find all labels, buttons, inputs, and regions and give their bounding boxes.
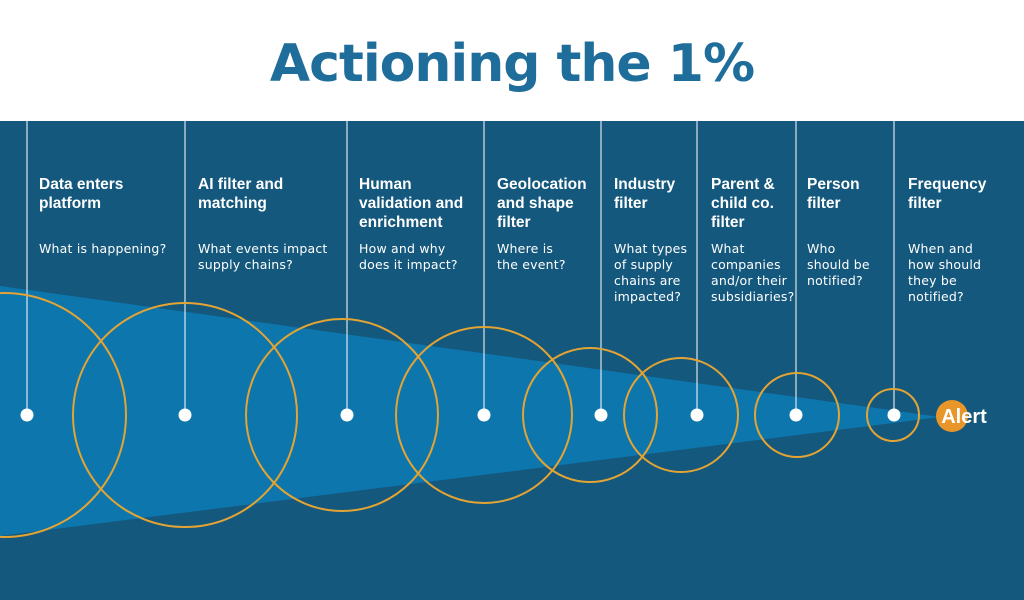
step-label-group: AI filter and matching What events impact… bbox=[198, 175, 327, 272]
step-title: Industry filter bbox=[614, 176, 676, 212]
step-marker bbox=[887, 408, 901, 422]
step-label-group: Industry filter What types of supply chai… bbox=[614, 175, 687, 304]
filter-circle bbox=[395, 326, 573, 504]
step-description: How and why does it impact? bbox=[359, 241, 458, 272]
funnel-diagram: Alert bbox=[0, 121, 987, 538]
filter-circle bbox=[866, 388, 920, 442]
step-title: Human validation and enrichment bbox=[359, 176, 464, 231]
step-label-group: Human validation and enrichment How and w… bbox=[359, 175, 464, 272]
filter-circle bbox=[245, 318, 439, 512]
step-description: What is happening? bbox=[39, 241, 167, 256]
filter-circle bbox=[72, 302, 298, 528]
step-label-group: Frequency filter When and how should they… bbox=[908, 175, 987, 304]
step-marker bbox=[178, 408, 192, 422]
funnel-shape bbox=[0, 286, 940, 536]
step-marker bbox=[789, 408, 803, 422]
step-description: What companies and/or their subsidiaries… bbox=[711, 241, 795, 304]
step-title: Parent & child co. filter bbox=[711, 176, 775, 231]
step-lines bbox=[26, 121, 895, 415]
alert-endpoint: Alert bbox=[936, 400, 987, 432]
step-description: Where is the event? bbox=[497, 241, 566, 272]
step-label-group: Parent & child co. filter What companies … bbox=[711, 175, 794, 304]
step-markers bbox=[20, 408, 901, 422]
step-title: Geolocation and shape filter bbox=[497, 176, 587, 231]
filter-circle bbox=[623, 357, 739, 473]
funnel-diagram-panel: Alert Data enters platform What is happen… bbox=[0, 121, 1024, 600]
alert-badge-icon bbox=[936, 400, 968, 432]
step-title: Frequency filter bbox=[908, 176, 987, 212]
step-description: What types of supply chains are impacted… bbox=[614, 241, 688, 304]
step-title: Person filter bbox=[807, 176, 860, 212]
step-description: When and how should they be notified? bbox=[908, 241, 982, 304]
step-title: AI filter and matching bbox=[198, 176, 284, 212]
step-label-group: Person filter Who should be notified? bbox=[807, 175, 870, 288]
filter-circles bbox=[0, 292, 920, 538]
step-label-group: Data enters platform What is happening? bbox=[39, 175, 166, 256]
step-marker bbox=[594, 408, 608, 422]
step-label-group: Geolocation and shape filter Where is the… bbox=[497, 175, 587, 272]
step-description: What events impact supply chains? bbox=[198, 241, 328, 272]
alert-label: Alert bbox=[941, 406, 987, 428]
title-bar: Actioning the 1% bbox=[0, 0, 1024, 121]
step-marker bbox=[20, 408, 34, 422]
step-marker bbox=[340, 408, 354, 422]
step-title: Data enters platform bbox=[39, 176, 124, 212]
filter-circle bbox=[754, 372, 840, 458]
filter-circle bbox=[522, 347, 658, 483]
filter-circle bbox=[0, 292, 127, 538]
step-marker bbox=[690, 408, 704, 422]
step-description: Who should be notified? bbox=[807, 241, 870, 288]
page-title: Actioning the 1% bbox=[269, 34, 755, 94]
step-marker bbox=[477, 408, 491, 422]
